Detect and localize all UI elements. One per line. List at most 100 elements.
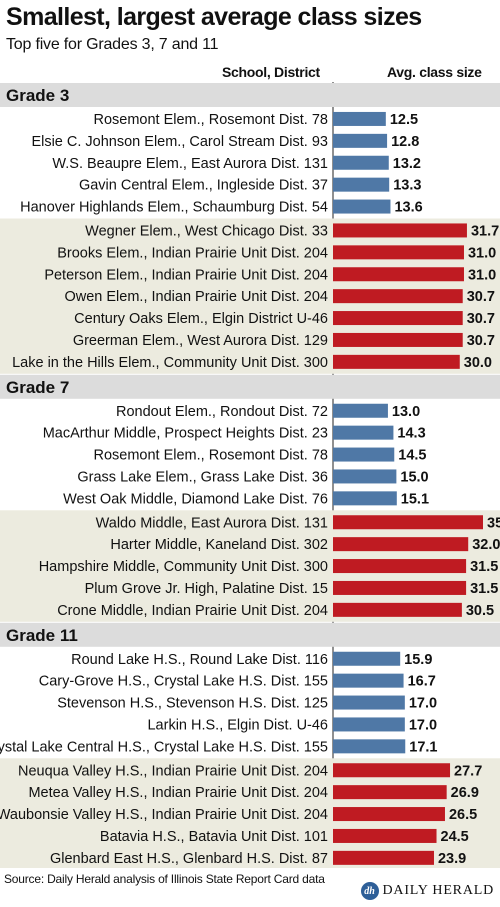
smallest-bar [333,673,404,688]
largest-value-label: 30.0 [464,355,492,371]
largest-value-label: 24.5 [441,829,469,845]
largest-school-label: Hampshire Middle, Community Unit Dist. 3… [39,559,328,575]
largest-bar [333,245,464,260]
source-note: Source: Daily Herald analysis of Illinoi… [4,872,325,886]
bar-chart: Grade 3 Rosemont Elem., Rosemont Dist. 78… [0,82,500,868]
largest-school-label: Century Oaks Elem., Elgin District U-46 [74,311,328,327]
smallest-school-label: Crystal Lake Central H.S., Crystal Lake … [0,739,328,755]
smallest-bar [333,739,406,754]
smallest-value-label: 13.0 [392,404,420,420]
largest-bar [333,289,463,304]
largest-bar [333,354,460,369]
smallest-school-label: West Oak Middle, Diamond Lake Dist. 76 [63,491,328,507]
largest-school-label: Brooks Elem., Indian Prairie Unit Dist. … [57,245,328,261]
largest-value-label: 31.0 [468,267,496,283]
smallest-value-label: 14.3 [397,426,425,442]
largest-value-label: 30.7 [467,311,495,327]
smallest-value-label: 16.7 [408,674,436,690]
largest-bar [333,850,434,865]
smallest-school-label: Rondout Elem., Rondout Dist. 72 [116,404,328,420]
smallest-school-label: Gavin Central Elem., Ingleside Dist. 37 [79,178,328,194]
largest-school-label: Batavia H.S., Batavia Unit Dist. 101 [100,829,328,845]
largest-value-label: 31.7 [471,223,499,239]
largest-bar [333,267,464,282]
largest-bar [333,602,462,617]
largest-school-label: Harter Middle, Kaneland Dist. 302 [110,537,328,553]
largest-value-label: 31.5 [470,581,498,597]
largest-school-label: Lake in the Hills Elem., Community Unit … [12,355,328,371]
largest-value-label: 23.9 [438,851,466,867]
smallest-school-label: Cary-Grove H.S., Crystal Lake H.S. Dist.… [39,674,328,690]
daily-herald-logo: dh DAILY HERALD [360,882,495,900]
largest-bar [333,311,463,326]
largest-value-label: 35.5 [487,515,500,531]
largest-school-label: Glenbard East H.S., Glenbard H.S. Dist. … [50,851,328,867]
smallest-bar [333,403,388,418]
smallest-bar [333,199,391,214]
largest-school-label: Peterson Elem., Indian Prairie Unit Dist… [44,267,328,283]
largest-bar [333,332,463,347]
smallest-bar [333,425,394,440]
smallest-school-label: MacArthur Middle, Prospect Heights Dist.… [43,426,328,442]
largest-value-label: 32.0 [472,537,500,553]
largest-bar [333,537,469,552]
largest-value-label: 27.7 [454,763,482,779]
largest-bar [333,807,445,822]
grade-header-band [0,83,500,107]
school-column-header: School, District [222,64,320,80]
chart-title: Smallest, largest average class sizes [6,3,422,31]
smallest-value-label: 17.0 [409,696,437,712]
largest-school-label: Crone Middle, Indian Prairie Unit Dist. … [57,603,328,619]
grade-label: Grade 11 [6,626,78,645]
smallest-value-label: 13.6 [394,200,422,216]
grade-label: Grade 3 [6,86,69,105]
smallest-school-label: Grass Lake Elem., Grass Lake Dist. 36 [77,469,328,485]
smallest-value-label: 13.2 [393,156,421,172]
value-column-header: Avg. class size [387,64,482,80]
largest-bar [333,763,451,778]
smallest-value-label: 15.9 [404,652,432,668]
smallest-bar [333,177,390,192]
grade-header-band [0,622,500,647]
smallest-bar [333,155,389,170]
largest-value-label: 30.7 [467,333,495,349]
smallest-school-label: Stevenson H.S., Stevenson H.S. Dist. 125 [57,696,328,712]
grade-header-band [0,374,500,399]
chart-subtitle: Top five for Grades 3, 7 and 11 [6,36,219,53]
largest-bar [333,580,467,595]
logo-text: DAILY HERALD [382,883,494,898]
smallest-school-label: Hanover Highlands Elem., Schaumburg Dist… [20,200,328,216]
smallest-bar [333,695,405,710]
smallest-bar [333,469,397,484]
smallest-school-label: Rosemont Elem., Rosemont Dist. 78 [93,112,328,128]
smallest-school-label: Rosemont Elem., Rosemont Dist. 78 [93,448,328,464]
smallest-bar [333,111,386,126]
smallest-value-label: 13.3 [393,178,421,194]
largest-school-label: Greerman Elem., West Aurora Dist. 129 [73,333,328,349]
largest-school-label: Plum Grove Jr. High, Palatine Dist. 15 [85,581,328,597]
logo-mark: dh [360,882,379,900]
smallest-value-label: 12.5 [390,112,418,128]
largest-school-label: Neuqua Valley H.S., Indian Prairie Unit … [18,763,328,779]
largest-bar [333,223,467,238]
smallest-value-label: 17.0 [409,717,437,733]
largest-school-label: Waldo Middle, East Aurora Dist. 131 [96,515,328,531]
smallest-school-label: Round Lake H.S., Round Lake Dist. 116 [71,652,328,668]
largest-bar [333,559,467,574]
largest-school-label: Owen Elem., Indian Prairie Unit Dist. 20… [64,289,328,305]
smallest-school-label: W.S. Beaupre Elem., East Aurora Dist. 13… [52,156,328,172]
smallest-bar [333,447,395,462]
smallest-bar [333,717,405,732]
smallest-bar [333,651,401,666]
smallest-value-label: 15.0 [400,469,428,485]
largest-bar [333,515,483,530]
smallest-value-label: 17.1 [409,739,437,755]
largest-value-label: 26.9 [451,785,479,801]
grade-label: Grade 7 [6,378,69,397]
largest-value-label: 31.0 [468,245,496,261]
largest-value-label: 26.5 [449,807,477,823]
largest-value-label: 31.5 [470,559,498,575]
smallest-school-label: Elsie C. Johnson Elem., Carol Stream Dis… [31,134,328,150]
smallest-bar [333,491,397,506]
largest-value-label: 30.7 [467,289,495,305]
